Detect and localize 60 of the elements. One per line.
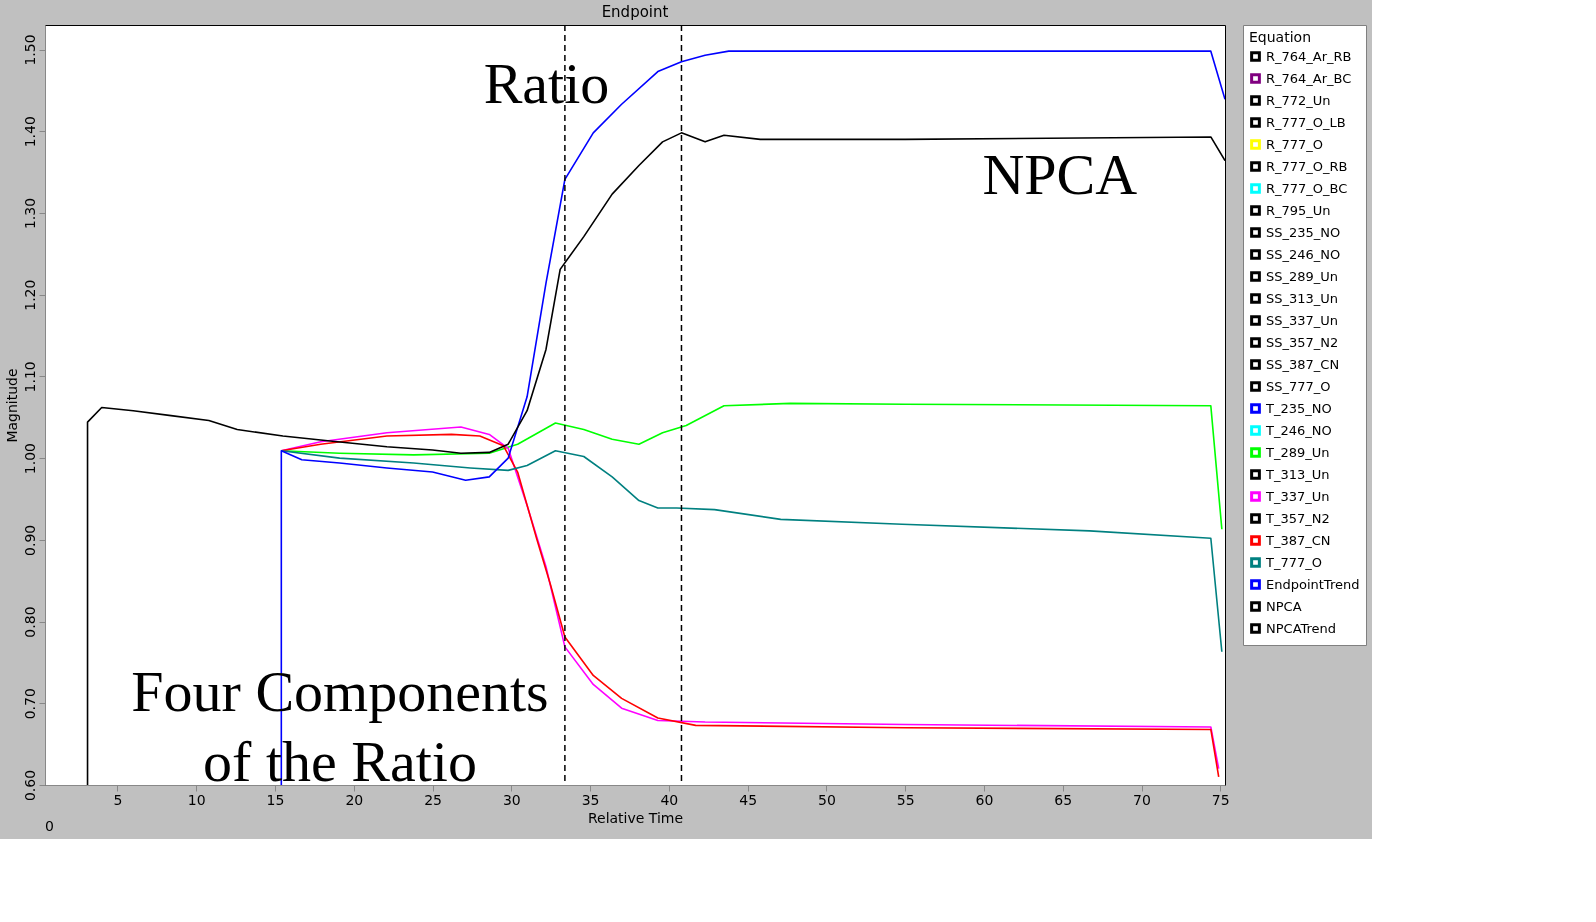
legend-label: R_777_O_LB [1266, 114, 1346, 130]
x-tick-label: 5 [113, 791, 123, 808]
legend-label: T_387_CN [1265, 532, 1331, 548]
legend-label: R_777_O_BC [1266, 180, 1348, 196]
legend-label: R_764_Ar_RB [1266, 48, 1352, 64]
y-tick-label: 1.00 [21, 443, 38, 475]
y-tick-label: 0.70 [21, 688, 38, 720]
legend-label: T_235_NO [1265, 400, 1332, 416]
x-tick-label: 20 [345, 791, 364, 808]
legend-label: SS_357_N2 [1266, 334, 1339, 350]
legend-label: T_337_Un [1265, 488, 1330, 504]
x-tick-label: 65 [1054, 791, 1073, 808]
x-tick-label: 45 [739, 791, 758, 808]
x-tick-label: 60 [975, 791, 994, 808]
x-tick-label: 40 [660, 791, 679, 808]
y-tick-label: 0.90 [21, 524, 38, 556]
legend-label: SS_387_CN [1266, 356, 1340, 372]
x-tick-label: 55 [896, 791, 915, 808]
legend-title: Equation [1249, 29, 1312, 45]
legend-label: R_764_Ar_BC [1266, 70, 1352, 86]
y-tick-label: 1.50 [21, 34, 38, 66]
legend-label: T_313_Un [1265, 466, 1330, 482]
legend-label: T_289_Un [1265, 444, 1330, 460]
x-tick-label: 30 [502, 791, 521, 808]
x-tick-label: 10 [187, 791, 206, 808]
x-tick-label: 50 [818, 791, 836, 808]
y-axis-title: Magnitude [3, 368, 20, 443]
legend-label: NPCA [1266, 598, 1302, 614]
y-tick-label: 1.20 [21, 279, 38, 311]
legend-label: T_357_N2 [1265, 510, 1330, 526]
x-tick-label: 25 [424, 791, 442, 808]
legend-label: SS_246_NO [1266, 246, 1341, 262]
x-tick-label: 35 [581, 791, 600, 808]
legend-label: R_795_Un [1266, 202, 1331, 218]
legend-label: T_246_NO [1265, 422, 1332, 438]
x-tick-label: 75 [1211, 791, 1230, 808]
legend-label: R_777_O [1266, 136, 1324, 152]
legend-label: SS_777_O [1266, 378, 1331, 394]
legend-label: EndpointTrend [1266, 576, 1360, 592]
y-tick-label: 1.40 [21, 116, 38, 148]
legend-label: SS_289_Un [1266, 268, 1339, 284]
text: 0 [45, 818, 54, 834]
legend-label: R_777_O_RB [1266, 158, 1348, 174]
legend-label: T_777_O [1265, 554, 1322, 570]
annotation: Ratio [483, 50, 610, 116]
legend-label: R_772_Un [1266, 92, 1331, 108]
legend-label: SS_337_Un [1266, 312, 1339, 328]
y-tick-label: 0.60 [21, 769, 38, 802]
y-tick-label: 1.30 [21, 197, 38, 230]
chart-title: Endpoint [601, 3, 669, 22]
x-tick-label: 15 [266, 791, 285, 808]
x-tick-label: 70 [1133, 791, 1151, 808]
legend-label: SS_235_NO [1266, 224, 1341, 240]
x-axis-title: Relative Time [587, 809, 684, 826]
legend-label: SS_313_Un [1266, 290, 1339, 306]
annotation: NPCA [982, 142, 1138, 207]
y-tick-label: 1.10 [21, 361, 38, 393]
y-tick-label: 0.80 [21, 606, 38, 638]
line-series [280, 449, 1223, 653]
legend-label: NPCATrend [1266, 620, 1337, 636]
